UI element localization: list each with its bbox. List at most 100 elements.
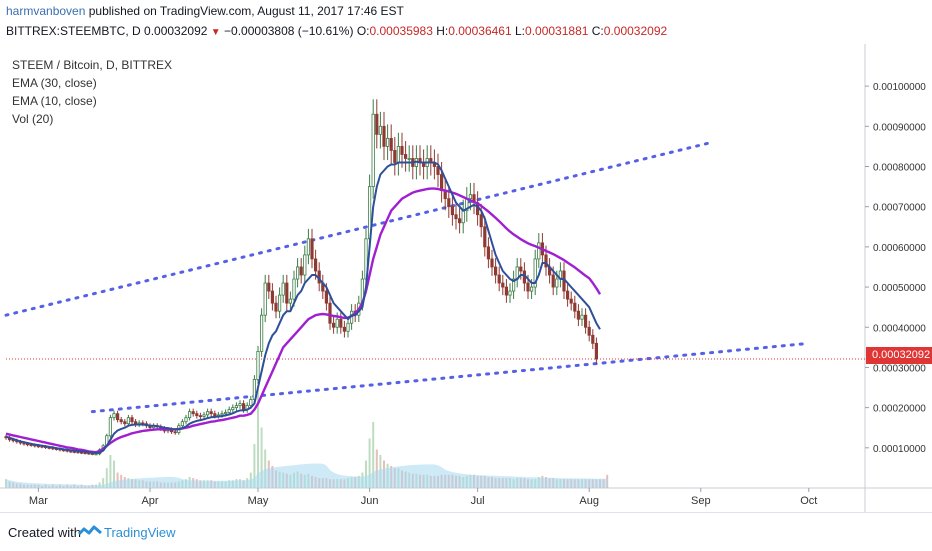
volume-bar	[260, 427, 263, 488]
y-tick-label: 0.00040000	[873, 323, 926, 334]
high-value: 0.00036461	[448, 24, 512, 38]
down-arrow-icon: ▼	[210, 27, 221, 38]
volume-bar	[253, 444, 256, 488]
last-price: 0.00032092	[144, 24, 208, 38]
y-tick-label: 0.00030000	[873, 363, 926, 374]
candle-body	[310, 238, 314, 260]
candle-body	[450, 206, 455, 216]
candle-body	[512, 278, 516, 292]
candle-body	[234, 405, 238, 409]
candle-body	[530, 286, 534, 292]
close-label: C:	[591, 24, 604, 38]
volume-bar	[113, 460, 115, 488]
volume-bar	[372, 422, 375, 488]
x-tick-label: Aug	[579, 495, 599, 507]
y-tick-label: 0.00100000	[873, 82, 926, 93]
candle-body	[400, 146, 404, 155]
candle-body	[119, 419, 123, 423]
candle-body	[187, 411, 192, 419]
candle-body	[501, 282, 505, 288]
candle-body	[112, 413, 116, 419]
candle-body	[533, 258, 537, 288]
candle-body	[584, 314, 588, 328]
volume-bar	[105, 468, 108, 488]
candle-body	[231, 407, 235, 411]
quote-line: BITTREX:STEEMBTC, D 0.00032092 ▼ −0.0000…	[6, 24, 667, 38]
candle-body	[537, 242, 541, 260]
author-link[interactable]: harmvanboven	[6, 4, 86, 18]
candle-body	[454, 214, 458, 220]
high-label: H:	[436, 24, 449, 38]
candle-body	[569, 298, 573, 304]
candle-body	[519, 266, 523, 272]
tradingview-logo-icon[interactable]	[78, 523, 102, 539]
legend-ema30[interactable]: EMA (30, close)	[12, 76, 97, 90]
low-label: L:	[515, 24, 526, 38]
candle-body	[274, 302, 278, 312]
candle-body	[285, 282, 289, 304]
candle-body	[313, 258, 318, 272]
candle-body	[331, 322, 336, 328]
candle-body	[375, 113, 379, 135]
candle-body	[116, 413, 120, 421]
candle-body	[483, 226, 487, 248]
ema10-line	[5, 160, 601, 454]
candle-body	[227, 409, 231, 413]
candle-body	[594, 342, 599, 360]
volume-bar	[102, 478, 105, 488]
candle-body	[573, 302, 577, 312]
candle-body	[277, 294, 282, 312]
candle-body	[202, 414, 206, 417]
candle-body	[292, 278, 296, 300]
price-chart[interactable]: 0.00010000 0.00020000 0.00030000 0.00040000…	[0, 44, 932, 512]
open-value: 0.00035983	[369, 24, 433, 38]
change-value: −0.00003808 (−10.61%)	[224, 24, 354, 38]
volume-bar	[365, 460, 367, 488]
volume-bar	[257, 389, 259, 488]
candle-body	[490, 258, 494, 268]
candle-body	[299, 266, 303, 276]
created-with-text: Created with	[8, 525, 81, 540]
candle-body	[123, 421, 127, 425]
candle-body	[436, 166, 440, 175]
volume-ma-area	[6, 463, 608, 488]
trend-line	[4, 140, 714, 317]
x-tick-label: May	[248, 495, 269, 507]
candle-body	[591, 334, 595, 344]
symbol-label: BITTREX:STEEMBTC, D	[6, 24, 141, 38]
candle-body	[566, 290, 570, 300]
x-tick-label: Jun	[361, 495, 379, 507]
legend-title: STEEM / Bitcoin, D, BITTREX	[12, 58, 173, 72]
tradingview-brand[interactable]: TradingView	[104, 525, 176, 540]
candle-body	[238, 403, 242, 407]
candle-body	[439, 174, 444, 192]
legend-volume[interactable]: Vol (20)	[12, 112, 54, 126]
candle-body	[339, 318, 343, 328]
candle-body	[108, 417, 112, 437]
published-text: published on TradingView.com, August 11,…	[88, 4, 404, 18]
candle-body	[259, 314, 264, 352]
candle-body	[378, 125, 383, 135]
candle-body	[288, 298, 293, 304]
candle-body	[576, 310, 581, 320]
candle-body	[396, 146, 401, 163]
candle-body	[130, 417, 134, 423]
close-value: 0.00032092	[603, 24, 668, 38]
candle-body	[249, 399, 253, 407]
candle-body	[447, 198, 451, 208]
candle-body	[191, 411, 195, 415]
x-tick-label: Oct	[800, 495, 817, 507]
candle-body	[504, 286, 509, 296]
candle-body	[223, 412, 228, 415]
volume-bar	[116, 472, 119, 488]
publish-info: harmvanboven published on TradingView.co…	[6, 4, 404, 18]
volume-bar	[264, 449, 267, 488]
candle-body	[551, 274, 555, 288]
candle-body	[382, 125, 386, 147]
legend-ema10[interactable]: EMA (10, close)	[12, 94, 97, 108]
candle-body	[263, 282, 267, 316]
candle-body	[407, 158, 411, 160]
volume-bar	[109, 455, 112, 488]
candle-body	[342, 326, 347, 332]
candle-body	[486, 246, 491, 260]
